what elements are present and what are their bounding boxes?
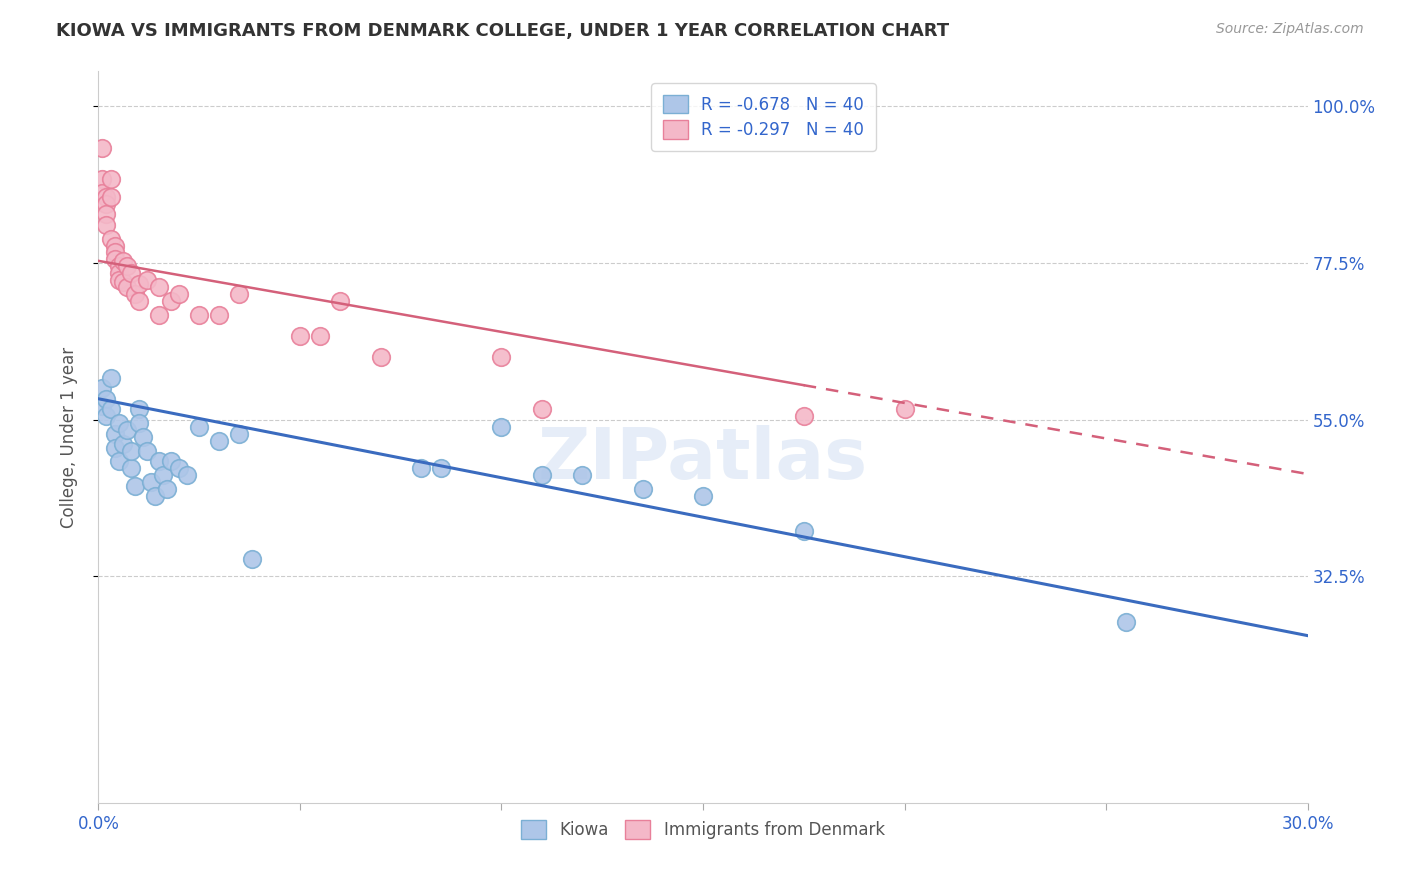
Text: Source: ZipAtlas.com: Source: ZipAtlas.com [1216, 22, 1364, 37]
Point [124, 287, 146, 301]
Point [100, 190, 122, 204]
Point [176, 468, 198, 483]
Point [135, 444, 157, 458]
Y-axis label: College, Under 1 year: College, Under 1 year [59, 346, 77, 528]
Point [208, 308, 231, 322]
Point [96, 409, 118, 424]
Point [1115, 615, 1137, 629]
Point [893, 402, 915, 417]
Text: KIOWA VS IMMIGRANTS FROM DENMARK COLLEGE, UNDER 1 YEAR CORRELATION CHART: KIOWA VS IMMIGRANTS FROM DENMARK COLLEGE… [56, 22, 949, 40]
Point [228, 426, 250, 441]
Point [91, 172, 114, 186]
Point [100, 172, 122, 186]
Point [156, 483, 179, 497]
Point [115, 280, 138, 294]
Point [91, 141, 114, 155]
Point [135, 273, 157, 287]
Point [793, 524, 815, 538]
Point [111, 253, 134, 268]
Point [96, 218, 118, 232]
Point [160, 294, 183, 309]
Point [96, 196, 118, 211]
Point [107, 416, 129, 430]
Text: ZIPatlas: ZIPatlas [538, 425, 868, 493]
Point [111, 275, 134, 289]
Point [329, 294, 352, 309]
Point [148, 454, 170, 468]
Point [128, 294, 150, 309]
Point [91, 381, 114, 395]
Point [111, 437, 134, 451]
Point [96, 392, 118, 406]
Point [128, 402, 150, 417]
Point [91, 186, 114, 201]
Point [128, 416, 150, 430]
Point [228, 287, 250, 301]
Point [160, 454, 183, 468]
Point [152, 468, 174, 483]
Point [103, 252, 125, 267]
Point [107, 260, 129, 274]
Point [120, 444, 142, 458]
Point [370, 350, 392, 364]
Point [115, 260, 138, 274]
Point [107, 273, 129, 287]
Point [128, 277, 150, 291]
Point [139, 475, 162, 490]
Point [571, 468, 593, 483]
Point [103, 426, 125, 441]
Point [103, 441, 125, 455]
Point [793, 409, 815, 424]
Point [120, 461, 142, 475]
Point [143, 489, 166, 503]
Point [288, 329, 311, 343]
Point [530, 402, 553, 417]
Point [107, 454, 129, 468]
Point [692, 489, 714, 503]
Point [188, 308, 211, 322]
Point [309, 329, 332, 343]
Point [124, 479, 146, 493]
Point [96, 207, 118, 221]
Point [188, 419, 211, 434]
Point [100, 402, 122, 417]
Point [208, 434, 231, 448]
Point [103, 238, 125, 252]
Point [107, 266, 129, 280]
Point [115, 423, 138, 437]
Point [491, 350, 513, 364]
Point [409, 461, 432, 475]
Point [91, 399, 114, 413]
Point [167, 461, 190, 475]
Point [148, 280, 170, 294]
Point [240, 552, 263, 566]
Point [631, 483, 654, 497]
Point [120, 266, 142, 280]
Point [530, 468, 553, 483]
Point [103, 245, 125, 260]
Point [148, 308, 170, 322]
Point [491, 419, 513, 434]
Point [100, 371, 122, 385]
Point [430, 461, 453, 475]
Point [96, 190, 118, 204]
Point [167, 287, 190, 301]
Legend: Kiowa, Immigrants from Denmark: Kiowa, Immigrants from Denmark [515, 814, 891, 846]
Point [100, 231, 122, 245]
Point [132, 430, 155, 444]
